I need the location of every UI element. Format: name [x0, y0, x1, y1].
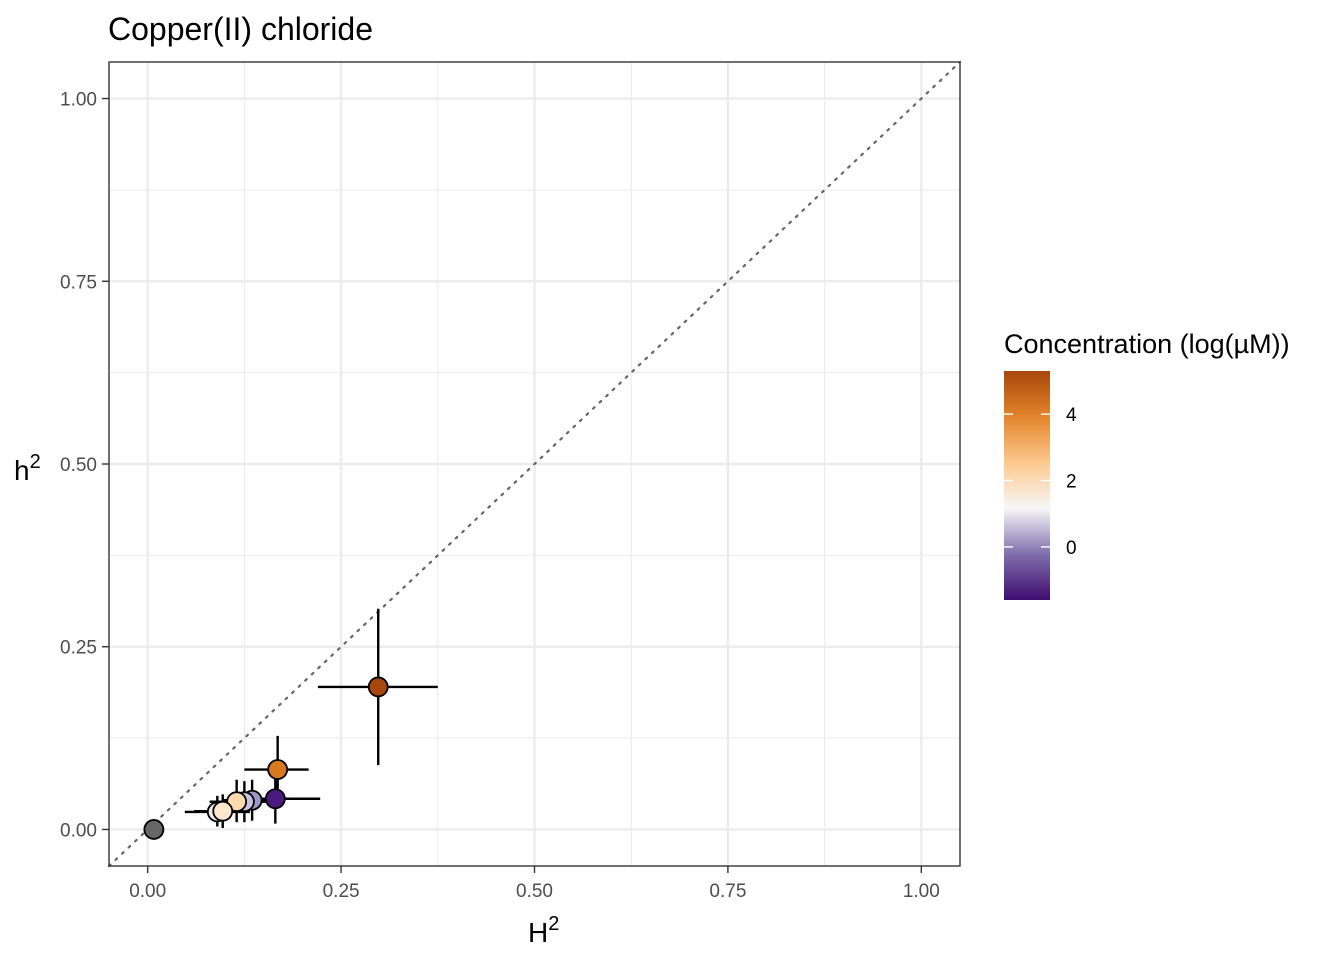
y-tick-label: 0.75 [60, 272, 97, 293]
data-point [264, 788, 286, 810]
legend-ticks: 0 2 4 [1004, 405, 1077, 559]
data-point [267, 759, 289, 780]
y-tick-label: 0.25 [60, 638, 97, 659]
data-point [143, 819, 165, 840]
reference-line-layer [107, 60, 962, 868]
x-tick-label: 0.00 [129, 881, 166, 902]
reference-line [107, 60, 962, 868]
legend-tick-label: 2 [1066, 472, 1077, 493]
y-axis: 0.00 0.25 0.50 0.75 1.00 [60, 90, 109, 841]
x-tick-label: 0.75 [709, 881, 746, 902]
x-tick-label: 0.50 [516, 881, 553, 902]
legend-tick-label: 4 [1066, 405, 1077, 426]
data-point [212, 800, 234, 822]
data-point [367, 676, 389, 698]
y-tick-label: 0.00 [60, 820, 97, 841]
y-tick-label: 0.50 [60, 455, 97, 476]
y-tick-label: 1.00 [60, 90, 97, 111]
y-axis-title-base: h [14, 455, 30, 486]
data-points [143, 676, 389, 840]
x-axis-title: H2 [528, 913, 559, 948]
legend-title: Concentration (log(µM)) [1004, 329, 1290, 359]
chart-title: Copper(II) chloride [108, 11, 373, 47]
x-tick-label: 1.00 [903, 881, 940, 902]
legend: Concentration (log(µM)) 0 2 4 [1004, 329, 1290, 600]
y-axis-title: h2 [14, 451, 41, 486]
legend-colorbar [1004, 371, 1050, 600]
legend-tick-label: 0 [1066, 538, 1077, 559]
x-axis-title-sup: 2 [548, 913, 559, 935]
x-axis-title-base: H [528, 917, 548, 948]
y-axis-title-sup: 2 [30, 451, 41, 473]
x-axis: 0.00 0.25 0.50 0.75 1.00 [129, 866, 940, 902]
x-tick-label: 0.25 [323, 881, 360, 902]
